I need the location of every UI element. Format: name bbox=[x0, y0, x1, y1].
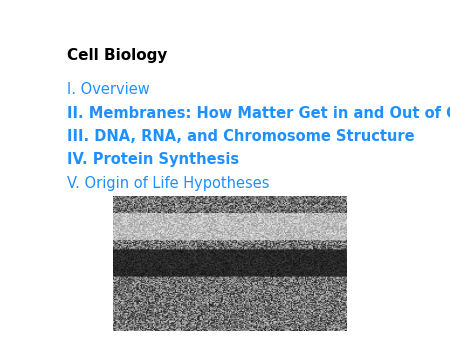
Text: IV. Protein Synthesis: IV. Protein Synthesis bbox=[67, 152, 239, 167]
Text: III. DNA, RNA, and Chromosome Structure: III. DNA, RNA, and Chromosome Structure bbox=[67, 129, 414, 144]
Text: V. Origin of Life Hypotheses: V. Origin of Life Hypotheses bbox=[67, 176, 269, 191]
Text: Cell Biology: Cell Biology bbox=[67, 48, 167, 63]
Text: I. Overview: I. Overview bbox=[67, 82, 149, 97]
Text: II. Membranes: How Matter Get in and Out of Cells: II. Membranes: How Matter Get in and Out… bbox=[67, 105, 450, 121]
